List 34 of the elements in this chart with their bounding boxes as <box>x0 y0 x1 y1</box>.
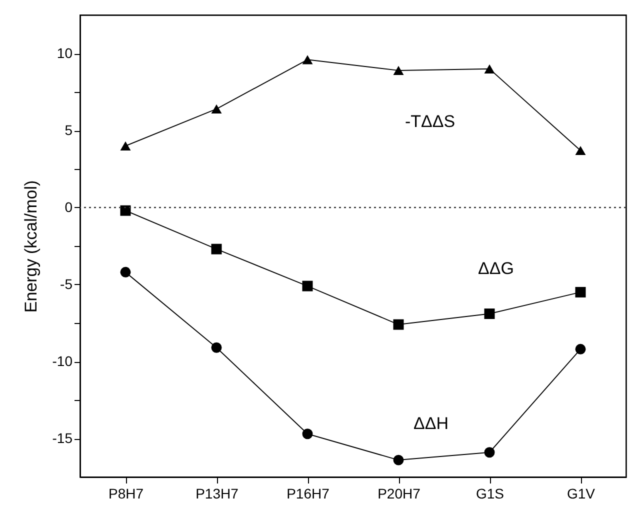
point <box>211 244 222 254</box>
x-tick-label: G1S <box>476 486 504 502</box>
point <box>393 319 404 330</box>
y-tick-label: 0 <box>64 199 73 215</box>
point <box>484 308 495 320</box>
x-tick-label: P20H7 <box>378 486 421 502</box>
point <box>393 454 404 466</box>
series-label: ΔΔG <box>478 259 514 278</box>
series-label: ΔΔH <box>414 414 448 433</box>
point <box>302 280 313 292</box>
y-tick-label: 5 <box>64 122 73 138</box>
y-tick-label: 10 <box>56 45 73 61</box>
point <box>302 428 313 440</box>
point <box>484 64 495 74</box>
point <box>120 205 131 216</box>
y-tick-label: -15 <box>52 430 73 446</box>
point <box>120 141 131 150</box>
point <box>211 104 222 114</box>
x-tick-label: P16H7 <box>286 486 330 502</box>
y-tick-label: -10 <box>52 353 73 369</box>
point <box>575 286 586 298</box>
x-tick-label: P8H7 <box>108 486 144 502</box>
x-tick-label: G1V <box>566 486 596 502</box>
point <box>575 344 586 354</box>
text: -TΔΔS <box>404 112 456 131</box>
point <box>120 266 131 278</box>
y-axis-title: Energy (kcal/mol) <box>21 180 40 313</box>
y-tick-label: -5 <box>60 276 73 292</box>
point <box>211 342 222 353</box>
point <box>302 55 313 64</box>
x-tick-label: P13H7 <box>196 486 239 502</box>
point <box>484 447 495 458</box>
point <box>393 66 404 75</box>
point <box>575 146 586 156</box>
